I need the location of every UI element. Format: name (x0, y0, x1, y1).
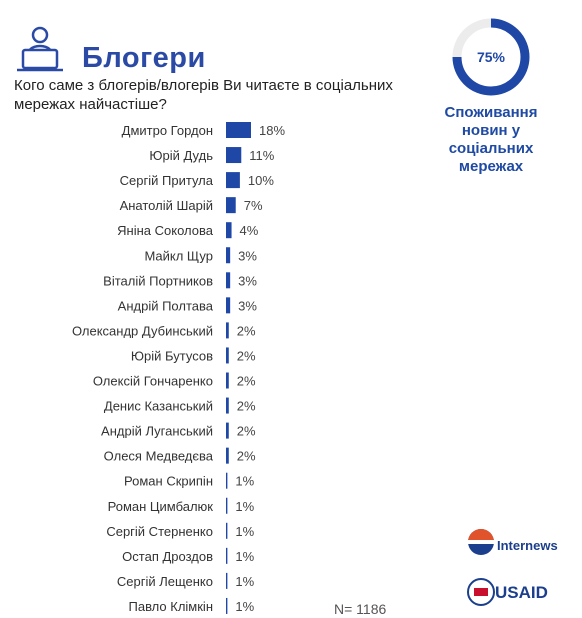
title: Блогери (82, 42, 206, 74)
category-label: Олександр Дубинський (72, 323, 213, 338)
category-label: Андрій Луганський (101, 424, 213, 439)
value-label: 2% (237, 424, 256, 439)
bar (226, 322, 229, 339)
category-label: Сергій Притула (120, 173, 214, 188)
donut-arc (452, 18, 530, 96)
bar (226, 422, 229, 439)
bar (226, 247, 231, 264)
category-label: Павло Клімкін (129, 599, 214, 614)
value-label: 18% (259, 123, 285, 138)
bar (226, 272, 231, 289)
category-label: Сергій Лещенко (117, 574, 213, 589)
category-label: Роман Скрипін (124, 474, 213, 489)
category-label: Денис Казанський (104, 399, 213, 414)
value-label: 2% (237, 348, 256, 363)
value-label: 2% (237, 374, 256, 389)
bar (226, 222, 232, 239)
bar (226, 447, 229, 464)
bar (226, 547, 228, 564)
value-label: 1% (235, 599, 254, 614)
value-label: 4% (240, 223, 259, 238)
icon (17, 26, 63, 72)
category-label: Анатолій Шарій (120, 198, 213, 213)
bar (226, 172, 240, 189)
bar (226, 347, 229, 364)
category-label: Майкл Щур (144, 248, 213, 263)
category-label: Сергій Стерненко (106, 524, 213, 539)
value-label: 1% (235, 524, 254, 539)
subtitle: Кого саме з блогерів/влогерів Ви читаєте… (14, 77, 393, 113)
bar (226, 372, 229, 389)
value-label: 3% (238, 248, 257, 263)
bar (226, 597, 228, 614)
value-label: 1% (235, 549, 254, 564)
bar (226, 297, 231, 314)
value-label: 10% (248, 173, 274, 188)
donut-caption: Споживання новин у соціальних мережах (444, 104, 538, 175)
value-label: 2% (237, 449, 256, 464)
value-label: 2% (237, 323, 256, 338)
category-label: Олеся Медведєва (104, 449, 214, 464)
value-label: 2% (237, 399, 256, 414)
category-label: Андрій Полтава (118, 298, 214, 313)
category-label: Олексій Гончаренко (93, 374, 213, 389)
value-label: 1% (235, 474, 254, 489)
bar (226, 147, 242, 164)
value-label: 1% (235, 499, 254, 514)
value-label: 1% (235, 574, 254, 589)
value-label: 3% (238, 298, 257, 313)
category-label: Юрій Бутусов (131, 348, 213, 363)
donut-label: 75% (477, 49, 506, 65)
value-label: 11% (249, 148, 274, 163)
bar (226, 197, 236, 214)
bar (226, 397, 229, 414)
category-label: Остап Дроздов (122, 549, 213, 564)
category-label: Віталій Портников (103, 273, 213, 288)
value-label: 7% (244, 198, 263, 213)
value-label: 3% (238, 273, 257, 288)
logo-text: USAID (495, 583, 548, 602)
category-label: Дмитро Гордон (122, 123, 213, 138)
bar (226, 472, 228, 489)
sample-size: N= 1186 (334, 601, 387, 617)
category-label: Роман Цимбалюк (108, 499, 214, 514)
bar (226, 522, 228, 539)
bar (226, 572, 228, 589)
bar (226, 497, 228, 514)
category-label: Яніна Соколова (117, 223, 214, 238)
logo-icons (467, 529, 495, 606)
logo-text: Internews (497, 538, 558, 553)
bar (226, 122, 251, 138)
category-label: Юрій Дудь (149, 148, 213, 163)
